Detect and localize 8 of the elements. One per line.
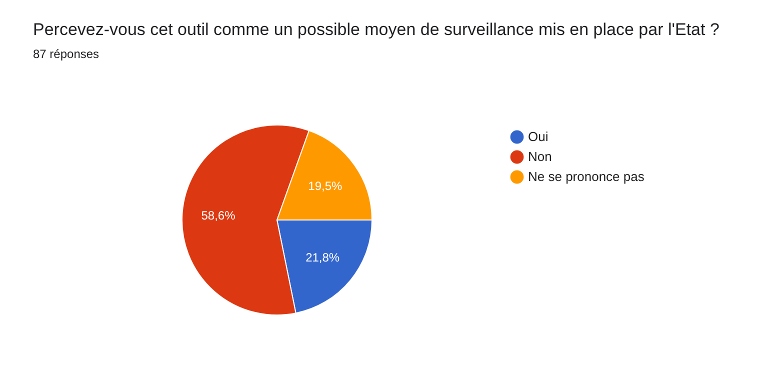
text: 87 réponses: [33, 47, 100, 61]
legend-label: Oui: [528, 129, 548, 144]
legend-label: Non: [528, 149, 552, 164]
chart-title: Percevez-vous cet outil comme un possible moyen de surveillance mis en place par l'Etat ?: [33, 20, 720, 39]
data-label: 19,5%: [308, 179, 343, 194]
data-label: 21,8%: [306, 250, 340, 264]
legend-label: Ne se prononce pas: [528, 169, 645, 184]
data-label: 58,6%: [201, 208, 236, 223]
